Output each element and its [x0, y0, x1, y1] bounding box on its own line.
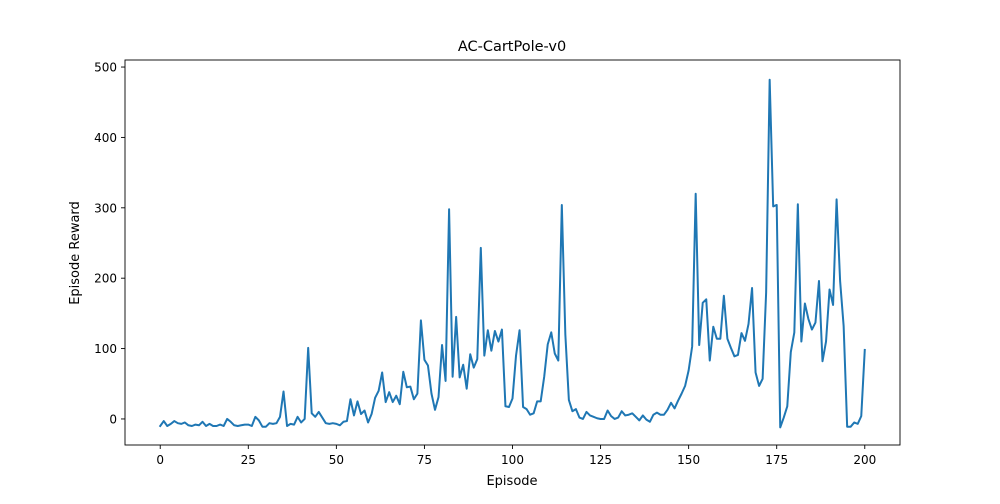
x-tick-label: 200	[853, 453, 876, 467]
chart-title: AC-CartPole-v0	[458, 39, 566, 55]
y-tick-label: 500	[94, 61, 117, 75]
axes-frame	[124, 59, 901, 446]
axis-ticks: 0 25 50 75 100 125 150 175 200 0 100 200 300 400 500	[94, 61, 876, 467]
y-axis-label: Episode Reward	[68, 201, 83, 305]
x-tick-label: 50	[329, 453, 344, 467]
y-tick-label: 200	[94, 272, 117, 286]
x-tick-label: 175	[765, 453, 788, 467]
x-tick-label: 25	[241, 453, 256, 467]
y-tick-label: 300	[94, 201, 117, 215]
x-tick-label: 0	[156, 453, 164, 467]
x-tick-label: 150	[677, 453, 700, 467]
y-tick-label: 0	[109, 412, 117, 426]
x-axis-label: Episode	[486, 474, 537, 489]
series-line	[158, 78, 866, 429]
y-tick-label: 100	[94, 342, 117, 356]
x-tick-label: 75	[417, 453, 432, 467]
plot-area	[158, 78, 866, 429]
x-tick-label: 100	[501, 453, 524, 467]
y-tick-label: 400	[94, 131, 117, 145]
x-tick-label: 125	[589, 453, 612, 467]
